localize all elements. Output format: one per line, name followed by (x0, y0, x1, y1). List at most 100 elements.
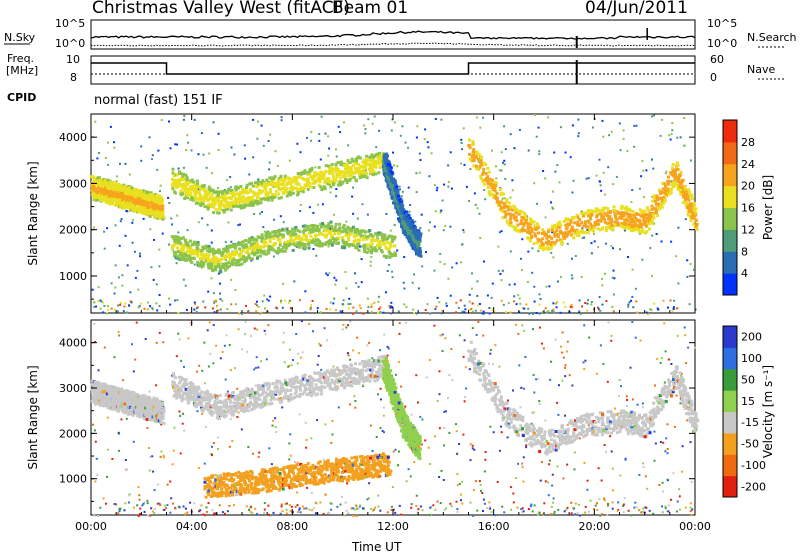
power-noise-cell (460, 261, 463, 264)
power-band-1-cell (369, 171, 373, 175)
power-band-3-cell (262, 249, 266, 253)
power-band-4-cell (469, 157, 472, 161)
power-noise-cell (103, 247, 106, 250)
power-noise-cell (536, 202, 538, 205)
power-band-4-cell (486, 186, 490, 190)
power-band-1-cell (294, 178, 298, 182)
power-low-range-cell (156, 309, 159, 312)
power-band-1-cell (211, 188, 215, 192)
power-low-range-cell (247, 311, 249, 314)
power-band-1-cell (298, 175, 302, 179)
power-band-1-cell (242, 189, 245, 193)
power-band-4-cell (620, 206, 623, 210)
power-noise-cell (531, 247, 534, 250)
power-band-1-cell (365, 176, 369, 180)
power-band-1-cell (362, 168, 366, 172)
power-band-3-cell (268, 245, 272, 248)
power-low-range-cell (672, 308, 675, 310)
power-band-3-cell (381, 235, 385, 239)
power-band-1-cell (200, 196, 204, 200)
power-noise-cell (366, 297, 369, 300)
power-noise-cell (277, 228, 280, 231)
power-low-range-cell (455, 311, 457, 314)
power-band-3-cell (378, 240, 382, 244)
power-band-4-cell (603, 211, 607, 215)
power-band-1-cell (277, 196, 281, 200)
power-band-1-cell (283, 186, 286, 190)
power-low-range-cell (478, 303, 481, 305)
power-noise-cell (560, 276, 562, 279)
power-noise-cell (257, 178, 260, 181)
power-band-1-cell (183, 188, 187, 192)
power-noise-cell (623, 229, 626, 232)
power-band-1-cell (338, 180, 342, 184)
power-band-1-cell (371, 173, 375, 177)
power-band-3-cell (371, 234, 375, 238)
power-band-3-cell (377, 231, 381, 235)
power-band-4-cell (609, 219, 613, 223)
power-noise-cell (618, 122, 621, 125)
power-band-1-cell (207, 185, 211, 189)
power-low-range-cell (370, 303, 373, 306)
power-band-2-cell (391, 177, 395, 181)
power-band-4-cell (642, 216, 646, 220)
power-noise-cell (109, 125, 112, 128)
power-band-1-cell (348, 177, 352, 181)
power-band-4-cell (525, 218, 528, 222)
power-band-3-cell (271, 244, 275, 247)
power-band-0-cell (158, 210, 162, 214)
power-band-3-cell (311, 230, 315, 233)
power-low-range-cell (598, 308, 600, 311)
power-band-3-cell (323, 225, 327, 229)
power-noise-cell (131, 241, 134, 244)
power-band-1-cell (303, 169, 307, 173)
power-band-1-cell (339, 160, 343, 164)
power-band-1-cell (171, 171, 175, 175)
power-band-1-cell (239, 204, 242, 208)
power-band-1-cell (344, 178, 348, 181)
power-band-1-cell (182, 172, 185, 176)
power-band-4-cell (566, 217, 569, 221)
power-low-range-cell (481, 312, 484, 315)
power-band-1-cell (226, 207, 230, 211)
power-low-range-cell (464, 308, 467, 311)
power-band-2-cell (389, 166, 393, 170)
power-noise-cell (148, 136, 151, 139)
power-band-4-cell (653, 199, 657, 203)
power-noise-cell (314, 166, 317, 169)
power-noise-cell (334, 283, 337, 286)
power-band-4-cell (529, 222, 533, 226)
power-noise-cell (684, 218, 687, 221)
power-band-3-cell (307, 240, 311, 244)
power-band-4-cell (635, 219, 639, 223)
power-band-1-cell (185, 183, 189, 186)
power-band-4-cell (606, 210, 610, 214)
power-band-3-cell (378, 244, 382, 248)
power-noise-cell (483, 312, 486, 315)
power-band-3-cell (196, 241, 200, 244)
power-band-3-cell (323, 229, 327, 233)
power-band-4-cell (645, 213, 649, 217)
power-noise-cell (253, 213, 256, 215)
power-band-4-cell (666, 182, 670, 186)
power-band-1-cell (206, 192, 210, 196)
power-band-4-cell (652, 194, 656, 198)
power-noise-cell (118, 276, 120, 279)
power-band-0-cell (99, 184, 103, 188)
power-low-range-cell (379, 310, 382, 313)
power-band-0-cell (150, 193, 154, 197)
power-band-1-cell (235, 201, 238, 205)
power-band-3-cell (390, 237, 394, 241)
power-band-4-cell (494, 194, 498, 198)
power-band-3-cell (321, 221, 325, 225)
power-noise-cell (268, 168, 271, 171)
power-noise-cell (626, 150, 629, 152)
power-band-0-cell (119, 196, 123, 200)
power-band-4-cell (623, 207, 627, 211)
power-noise-cell (149, 228, 152, 231)
power-band-0-cell (137, 208, 141, 212)
power-band-3-cell (382, 237, 386, 241)
power-noise-cell (240, 312, 243, 315)
power-low-range-cell (102, 311, 105, 314)
power-noise-cell (577, 118, 580, 121)
